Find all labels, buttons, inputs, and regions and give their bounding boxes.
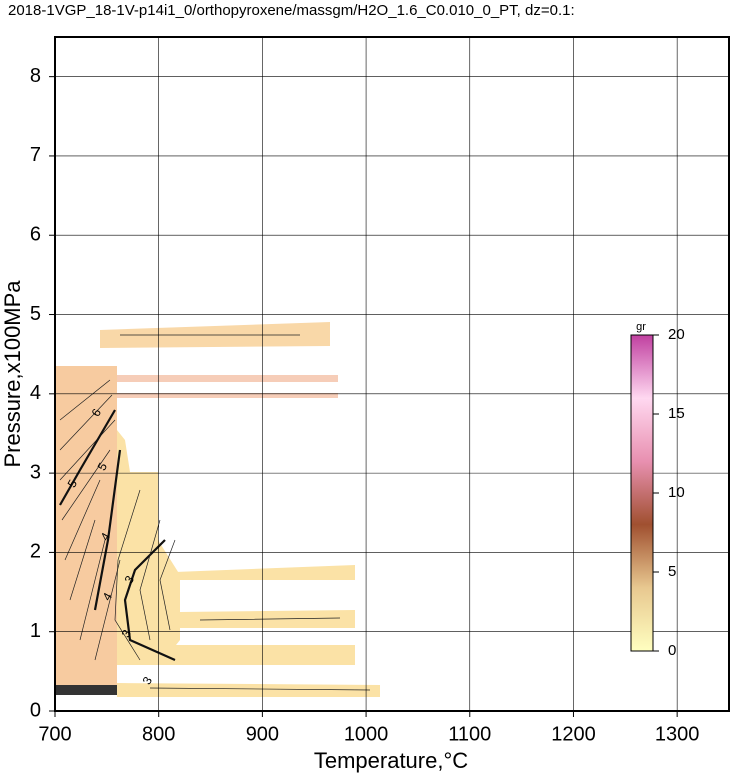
colorbar <box>630 334 654 652</box>
colorbar-tick-label: 15 <box>668 405 685 422</box>
y-tick-label: 5 <box>30 303 41 325</box>
x-tick-label: 1100 <box>448 723 491 745</box>
x-axis-label: Temperature,°C <box>314 748 468 773</box>
x-tick-label: 700 <box>38 723 71 745</box>
colorbar-tick-label: 5 <box>668 563 676 580</box>
y-tick-label: 0 <box>30 699 41 721</box>
x-tick-label: 800 <box>142 723 175 745</box>
y-tick-label: 8 <box>30 65 41 87</box>
plot-frame <box>54 36 730 712</box>
y-tick-label: 7 <box>30 144 41 166</box>
y-axis-label: Pressure,x100MPa <box>0 280 25 468</box>
x-tick-label: 1000 <box>344 723 389 745</box>
y-tick-label: 2 <box>30 541 41 563</box>
y-tick-label: 4 <box>30 382 41 404</box>
chart-title: 2018-1VGP_18-1V-p14i1_0/orthopyroxene/ma… <box>8 2 575 19</box>
colorbar-label: gr <box>636 321 646 333</box>
colorbar-tick-label: 10 <box>668 484 685 501</box>
y-tick-label: 6 <box>30 224 41 246</box>
contour-fills <box>55 322 380 697</box>
x-tick-label: 900 <box>246 723 279 745</box>
y-tick-label: 1 <box>30 620 41 642</box>
colorbar-tick-label: 20 <box>668 326 685 343</box>
x-tick-label: 1200 <box>551 723 596 745</box>
contour-lines <box>59 334 371 691</box>
x-tick-label: 1300 <box>655 723 700 745</box>
colorbar-tick-label: 0 <box>668 642 676 659</box>
y-tick-label: 3 <box>30 461 41 483</box>
